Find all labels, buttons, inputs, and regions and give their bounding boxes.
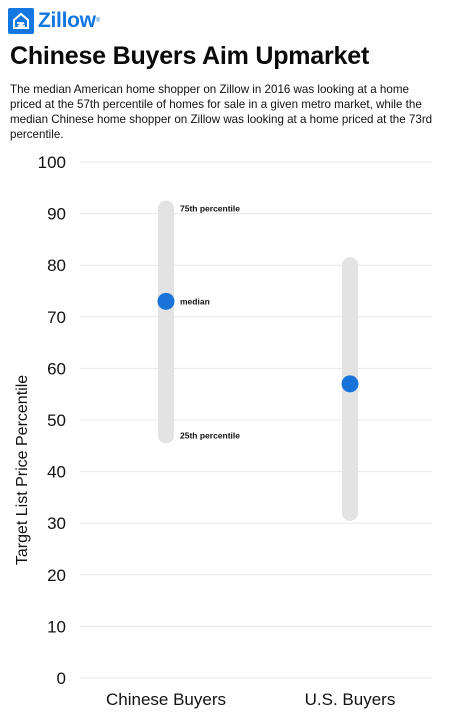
zillow-logo: Zillow ® (8, 6, 100, 36)
chart-subtitle: The median American home shopper on Zill… (10, 83, 433, 141)
zillow-house-icon (8, 8, 34, 34)
y-tick-label: 30 (47, 514, 66, 533)
range-chart: 0 10 20 30 40 50 60 70 80 90 100 Target List Price … (14, 153, 432, 709)
y-tick-label: 60 (47, 359, 66, 378)
annotation-label: 75th percentile (180, 203, 240, 213)
y-tick-label: 0 (57, 669, 66, 688)
y-tick-label: 50 (47, 411, 66, 430)
annotation-label: 25th percentile (180, 430, 240, 440)
y-tick-label: 20 (47, 566, 66, 585)
chart-title: Chinese Buyers Aim Upmarket (10, 42, 370, 70)
y-tick-label: 10 (47, 617, 66, 636)
brand-name: Zillow (38, 9, 96, 32)
x-category-label: U.S. Buyers (305, 690, 396, 709)
x-category-label: Chinese Buyers (106, 690, 226, 709)
y-tick-label: 70 (47, 308, 66, 327)
y-tick-label: 90 (47, 205, 66, 224)
brand-trademark: ® (95, 18, 101, 24)
median-point (157, 292, 175, 310)
y-axis-label: Target List Price Percentile (14, 375, 31, 565)
y-tick-label: 40 (47, 463, 66, 482)
y-tick-label: 80 (47, 256, 66, 275)
annotation-label: median (180, 296, 210, 306)
median-point (341, 375, 359, 393)
y-tick-label: 100 (38, 153, 66, 172)
